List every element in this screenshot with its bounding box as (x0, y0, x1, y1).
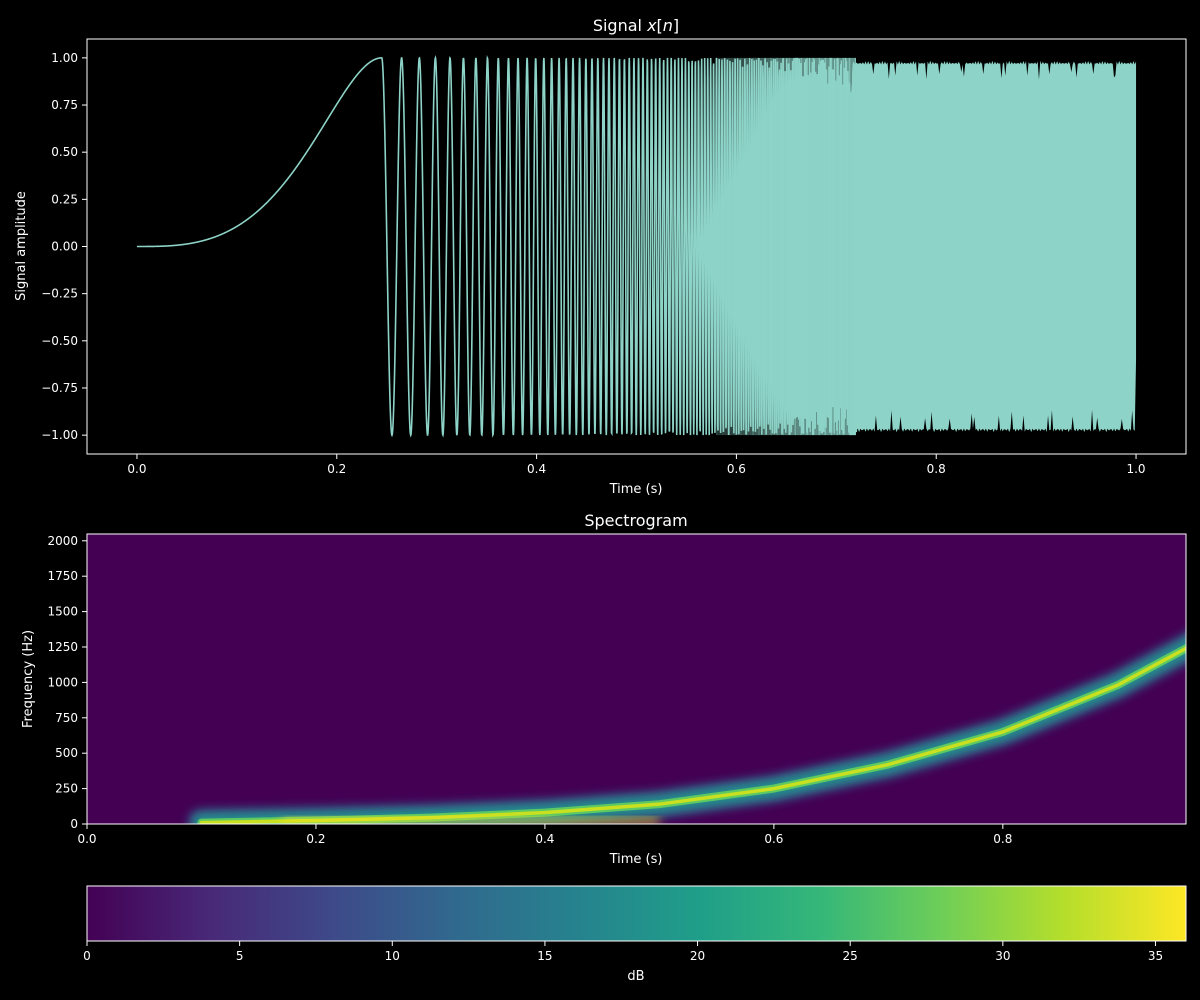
spectrogram-x-tick-label: 0.2 (306, 832, 325, 846)
signal-x-label: Time (s) (609, 482, 663, 497)
colorbar-tick-label: 35 (1148, 949, 1163, 963)
spectrogram-y-tick-label: 750 (55, 711, 78, 725)
signal-x-tick-label: 0.0 (127, 462, 146, 476)
signal-y-tick-label: 0.50 (51, 145, 78, 159)
signal-y-tick-label: 0.00 (51, 240, 78, 254)
spectrogram-title: Spectrogram (584, 511, 687, 530)
spectrogram-x-tick-label: 0.6 (764, 832, 783, 846)
signal-x-axis: 0.0 0.2 0.4 0.6 0.8 1.0 (127, 454, 1146, 476)
spectrogram-x-axis: 0.0 0.2 0.4 0.6 0.8 (77, 824, 1012, 846)
signal-plot: Signal x[n] 0.0 0.2 0.4 0.6 0.8 1.0 1.00 0.75 0… (14, 16, 1187, 497)
colorbar-axis: 0 5 10 15 20 25 30 35 (83, 941, 1163, 963)
signal-y-tick-label: −1.00 (41, 428, 78, 442)
signal-y-tick-label: −0.50 (41, 334, 78, 348)
colorbar-frame (86, 885, 1187, 942)
signal-x-tick-label: 0.4 (527, 462, 546, 476)
spectrogram-y-label: Frequency (Hz) (21, 630, 36, 728)
signal-y-tick-label: −0.25 (41, 287, 78, 301)
signal-x-tick-label: 1.0 (1126, 462, 1145, 476)
spectrogram-ridge (188, 633, 1186, 824)
spectrogram-background (87, 534, 1186, 824)
signal-y-label: Signal amplitude (14, 191, 29, 301)
signal-line (136, 54, 858, 438)
spectrogram-x-tick-label: 0.4 (535, 832, 554, 846)
signal-y-tick-label: 1.00 (51, 51, 78, 65)
spectrogram-y-tick-label: 2000 (47, 534, 78, 548)
signal-y-tick-label: 0.75 (51, 98, 78, 112)
signal-transition (715, 57, 856, 436)
spectrogram-y-axis: 0 250 500 750 1000 1250 1500 1750 2000 (47, 534, 87, 831)
signal-x-tick-label: 0.8 (927, 462, 946, 476)
signal-y-tick-label: 0.25 (51, 192, 78, 206)
colorbar-tick-label: 0 (83, 949, 91, 963)
spectrogram-x-tick-label: 0.0 (77, 832, 96, 846)
colorbar-tick-label: 30 (995, 949, 1010, 963)
spectrogram-y-tick-label: 1750 (47, 569, 78, 583)
spectrogram-frame (86, 533, 1187, 825)
colorbar: 0 5 10 15 20 25 30 35 dB (83, 885, 1187, 984)
signal-x-tick-label: 0.6 (727, 462, 746, 476)
colorbar-tick-label: 25 (843, 949, 858, 963)
spectrogram-plot: Spectrogram 0.0 0.2 0.4 0.6 0.8 0 250 500 750 10… (21, 511, 1187, 867)
signal-y-tick-label: −0.75 (41, 381, 78, 395)
spectrogram-y-tick-label: 0 (70, 817, 78, 831)
colorbar-tick-label: 20 (690, 949, 705, 963)
spectrogram-y-tick-label: 1250 (47, 640, 78, 654)
colorbar-tick-label: 10 (385, 949, 400, 963)
colorbar-label: dB (627, 969, 644, 984)
spectrogram-x-tick-label: 0.8 (993, 832, 1012, 846)
signal-y-axis: 1.00 0.75 0.50 0.25 0.00 −0.25 −0.50 −0.75 −1.00 (41, 51, 87, 442)
spectrogram-y-tick-label: 1000 (47, 675, 78, 689)
signal-plot-title: Signal x[n] (593, 16, 679, 35)
spectrogram-y-tick-label: 250 (55, 782, 78, 796)
signal-plot-frame (86, 38, 1187, 455)
spectrogram-x-label: Time (s) (609, 852, 663, 867)
ridge-lowfreq-peak (281, 818, 660, 824)
spectrogram-y-tick-label: 500 (55, 746, 78, 760)
colorbar-tick-label: 15 (537, 949, 552, 963)
colorbar-tick-label: 5 (236, 949, 244, 963)
signal-x-tick-label: 0.2 (327, 462, 346, 476)
signal-dense-band (851, 60, 1137, 433)
spectrogram-y-tick-label: 1500 (47, 605, 78, 619)
signal-series (136, 54, 1137, 438)
colorbar-gradient (87, 886, 1186, 941)
